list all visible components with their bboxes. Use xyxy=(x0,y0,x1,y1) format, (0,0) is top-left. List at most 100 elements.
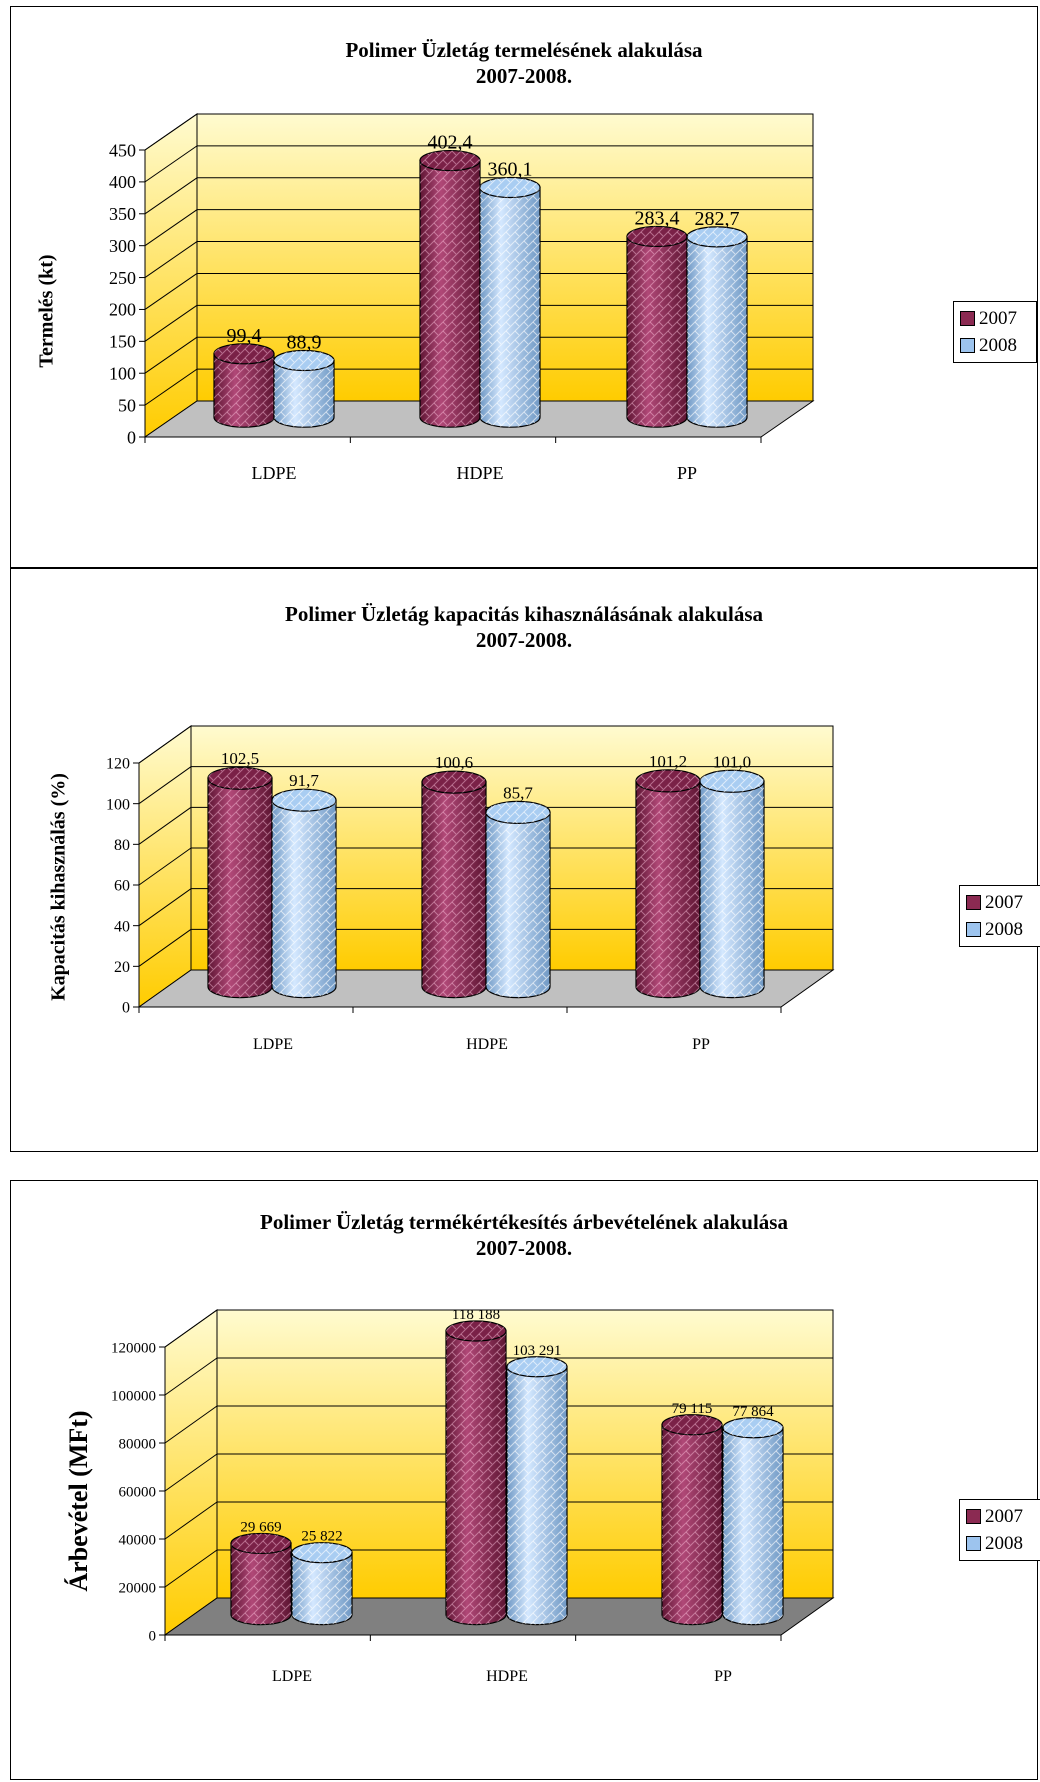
bar-cap-texture xyxy=(446,1320,506,1341)
data-label: 282,7 xyxy=(695,208,740,230)
chart-title: Polimer Üzletág kapacitás kihasználásána… xyxy=(11,601,1037,653)
gridline-side xyxy=(138,928,192,967)
chart-panel-production: Polimer Üzletág termelésének alakulása 2… xyxy=(10,6,1038,568)
bar-cap-texture xyxy=(274,350,334,371)
bar-cap-texture xyxy=(723,1417,783,1438)
bar-cap-texture xyxy=(662,1414,722,1435)
y-tick-label: 80000 xyxy=(119,1436,157,1452)
legend-item-2008: 2008 xyxy=(966,916,1040,943)
legend-label-2008: 2008 xyxy=(979,334,1017,356)
y-tick-label: 300 xyxy=(109,236,136,256)
y-tick-label: 50 xyxy=(118,395,136,415)
legend-swatch-2007 xyxy=(966,1509,981,1524)
gridline-side xyxy=(144,177,198,215)
bar-texture xyxy=(486,812,550,998)
x-tick-label: HDPE xyxy=(486,1668,528,1685)
x-tick-label: HDPE xyxy=(466,1036,508,1053)
bar-cap-texture xyxy=(486,801,550,824)
bar-cylinder-2008-LDPE xyxy=(271,788,337,999)
bar-cap-texture xyxy=(700,770,764,793)
bar-texture xyxy=(422,782,486,998)
bar-cap-texture xyxy=(208,767,272,790)
bar-texture xyxy=(700,781,764,998)
bar-chart-svg: 0 20 40 60 80 100 120 LDPE 102,5 91,7 HDPE 100,6 85,… xyxy=(106,725,835,1053)
y-tick-label: 150 xyxy=(109,332,136,352)
bar-texture xyxy=(687,236,747,428)
x-tick-label: PP xyxy=(677,463,697,483)
bar-cylinder-2008-LDPE xyxy=(291,1542,353,1626)
bar-texture xyxy=(480,187,540,428)
chart-title: Polimer Üzletág termékértékesítés árbevé… xyxy=(11,1209,1037,1261)
chart-title-line: Polimer Üzletág termelésének alakulása xyxy=(345,38,703,62)
bar-cylinder-2008-PP xyxy=(686,226,748,428)
data-label: 88,9 xyxy=(287,332,322,354)
bar-cylinder-2008-PP xyxy=(699,769,765,999)
bar-cylinder-2008-PP xyxy=(722,1417,784,1626)
chart-title-line: Polimer Üzletág termékértékesítés árbevé… xyxy=(260,1210,788,1234)
gridline-side xyxy=(144,241,198,278)
bar-cylinder-2007-LDPE xyxy=(230,1532,292,1626)
bar-texture xyxy=(636,780,700,998)
data-label: 101,2 xyxy=(649,752,687,771)
bar-texture xyxy=(292,1552,352,1625)
chart-panel-capacity: Polimer Üzletág kapacitás kihasználásána… xyxy=(10,568,1040,1152)
chart-subtitle-line: 2007-2008. xyxy=(475,64,573,88)
side-wall xyxy=(144,113,198,438)
bar-cylinder-2007-PP xyxy=(626,225,688,428)
legend-item-2008: 2008 xyxy=(960,332,1036,359)
bar-cap-texture xyxy=(627,226,687,247)
bar-texture xyxy=(420,160,480,428)
legend-swatch-2007 xyxy=(960,311,975,326)
bar-cylinder-2008-HDPE xyxy=(479,176,541,428)
gridline-side xyxy=(164,1453,218,1492)
legend-item-2007: 2007 xyxy=(960,305,1036,332)
gridline-side xyxy=(144,113,198,151)
bar-texture xyxy=(662,1424,722,1625)
y-tick-label: 100000 xyxy=(111,1388,156,1404)
gridline-side xyxy=(144,273,198,310)
y-tick-label: 400 xyxy=(109,172,136,192)
y-tick-label: 450 xyxy=(109,140,136,160)
data-label: 79 115 xyxy=(672,1401,713,1417)
chart-panel-revenue: Polimer Üzletág termékértékesítés árbevé… xyxy=(10,1180,1040,1780)
y-tick-label: 100 xyxy=(106,796,130,813)
bar-cap-texture xyxy=(231,1533,291,1554)
chart-subtitle-line: 2007-2008. xyxy=(475,1236,573,1260)
gridline-side xyxy=(164,1405,218,1444)
data-label: 85,7 xyxy=(503,783,533,802)
y-tick-label: 80 xyxy=(114,837,130,854)
data-label: 77 864 xyxy=(732,1404,774,1420)
y-tick-label: 40 xyxy=(114,918,130,935)
legend-label-2007: 2007 xyxy=(979,307,1017,329)
legend-swatch-2008 xyxy=(966,922,981,937)
legend-label-2008: 2008 xyxy=(985,1532,1023,1554)
y-tick-label: 120000 xyxy=(111,1340,156,1356)
bar-cap-texture xyxy=(480,177,540,198)
bar-cylinder-2008-HDPE xyxy=(506,1356,568,1626)
y-tick-label: 0 xyxy=(127,427,136,447)
bar-texture xyxy=(507,1366,567,1625)
bar-cylinder-2007-PP xyxy=(635,769,701,999)
data-label: 91,7 xyxy=(289,771,319,790)
gridline-side xyxy=(144,368,198,406)
legend-swatch-2008 xyxy=(960,338,975,353)
bar-cylinder-2007-HDPE xyxy=(445,1320,507,1626)
data-label: 360,1 xyxy=(488,159,533,181)
gridline-side xyxy=(144,304,198,342)
gridline-side xyxy=(164,1309,218,1348)
bar-cap-texture xyxy=(420,150,480,171)
gridline-side xyxy=(164,1357,218,1396)
data-label: 402,4 xyxy=(428,132,473,154)
bar-cap-texture xyxy=(687,226,747,247)
gridline-side xyxy=(164,1549,218,1588)
legend-swatch-2007 xyxy=(966,895,981,910)
bar-cap-texture xyxy=(422,771,486,794)
bar-cap-texture xyxy=(507,1356,567,1377)
legend-swatch-2008 xyxy=(966,1536,981,1551)
bar-cap-texture xyxy=(214,343,274,364)
bar-cylinder-2008-HDPE xyxy=(485,800,551,999)
legend: 2007 2008 xyxy=(959,1499,1040,1561)
bar-texture xyxy=(208,778,272,998)
gridline-side xyxy=(164,1501,218,1540)
bar-cap-texture xyxy=(636,769,700,792)
